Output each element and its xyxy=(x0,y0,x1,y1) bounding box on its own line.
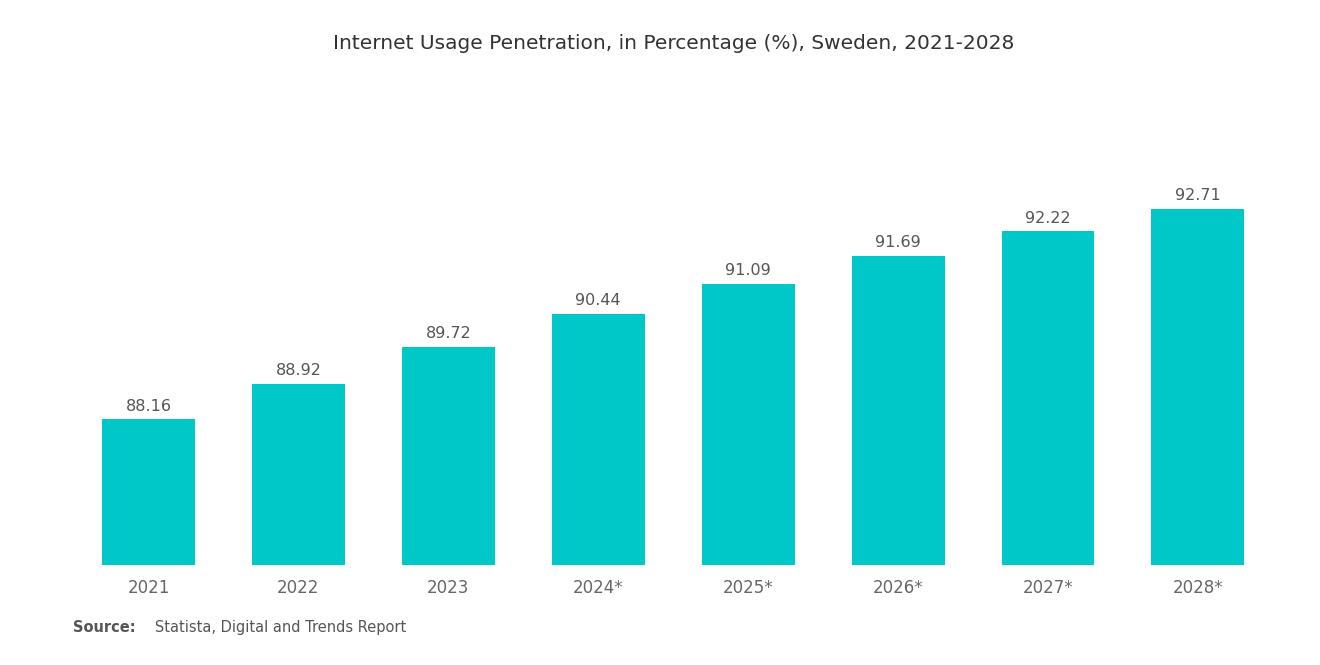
Text: Source:: Source: xyxy=(73,620,135,635)
Text: 90.44: 90.44 xyxy=(576,293,620,308)
Bar xyxy=(702,284,795,565)
Bar xyxy=(401,347,495,565)
Bar xyxy=(1151,209,1245,565)
Text: 92.22: 92.22 xyxy=(1026,211,1071,226)
Title: Internet Usage Penetration, in Percentage (%), Sweden, 2021-2028: Internet Usage Penetration, in Percentag… xyxy=(333,34,1014,53)
Bar xyxy=(552,314,644,565)
Bar xyxy=(851,256,945,565)
Bar xyxy=(1002,231,1094,565)
Bar xyxy=(102,419,195,565)
Text: 89.72: 89.72 xyxy=(425,327,471,342)
Text: 91.69: 91.69 xyxy=(875,235,921,251)
Text: 88.16: 88.16 xyxy=(125,398,172,414)
Text: 88.92: 88.92 xyxy=(276,364,321,378)
Text: 92.71: 92.71 xyxy=(1175,188,1221,203)
Text: Statista, Digital and Trends Report: Statista, Digital and Trends Report xyxy=(141,620,407,635)
Text: 91.09: 91.09 xyxy=(725,263,771,278)
Bar xyxy=(252,384,345,565)
